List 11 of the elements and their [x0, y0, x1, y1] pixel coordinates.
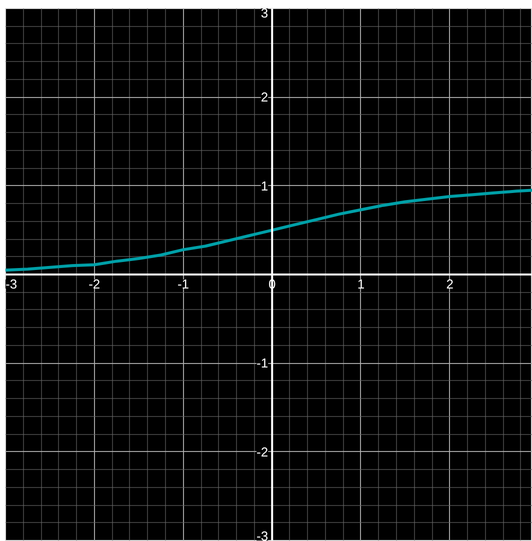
x-tick-label: -1	[177, 276, 190, 292]
x-tick-label: -3	[6, 276, 18, 292]
y-tick-label: 3	[260, 6, 268, 20]
x-tick-label: 2	[446, 276, 454, 292]
y-tick-label: -1	[256, 356, 268, 371]
y-tick-label: 2	[260, 90, 268, 105]
x-tick-label: 1	[357, 276, 365, 292]
y-tick-label: -2	[256, 444, 268, 460]
y-tick-label: -3	[256, 528, 268, 541]
y-tick-label: 1	[260, 178, 268, 194]
x-tick-label: -2	[88, 276, 100, 292]
